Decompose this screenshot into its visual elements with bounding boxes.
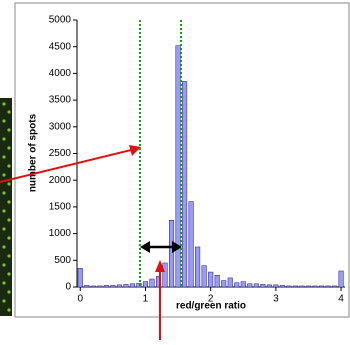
bar [300, 286, 305, 287]
bar [163, 263, 168, 287]
bar [150, 279, 155, 287]
bar [280, 285, 285, 287]
bar [234, 283, 239, 287]
x-tick-label: 3 [273, 294, 279, 305]
bar [319, 286, 324, 287]
bar [221, 281, 226, 287]
y-tick-label: 1500 [49, 202, 72, 213]
microarray-strip [0, 98, 12, 316]
x-tick-label: 4 [338, 294, 344, 305]
bar [84, 285, 89, 287]
bar [326, 286, 331, 287]
y-tick-label: 5000 [49, 15, 72, 26]
bar [98, 286, 103, 287]
bar [176, 46, 181, 287]
bar [293, 286, 298, 287]
y-tick-label: 4000 [49, 68, 72, 79]
bar [267, 285, 272, 287]
bar [306, 286, 311, 287]
bar [208, 272, 213, 287]
bar [195, 247, 200, 287]
y-axis-label: number of spots [28, 113, 39, 192]
bar [248, 284, 253, 287]
y-tick-label: 2000 [49, 175, 72, 186]
bar [111, 285, 116, 287]
bar [78, 268, 83, 287]
bar [117, 285, 122, 287]
x-tick-label: 1 [143, 294, 149, 305]
bar [182, 81, 187, 287]
bar [169, 220, 174, 287]
bar [130, 284, 135, 287]
bar [228, 278, 233, 287]
bar [104, 285, 109, 287]
y-tick-label: 3000 [49, 121, 72, 132]
y-tick-label: 1000 [49, 228, 72, 239]
y-tick-label: 0 [65, 282, 71, 293]
bar [254, 284, 259, 287]
x-axis-label: red/green ratio [176, 301, 246, 312]
bar [313, 286, 318, 287]
bar [202, 266, 207, 287]
bar [241, 282, 246, 287]
y-tick-label: 500 [54, 255, 71, 266]
bar [143, 282, 148, 287]
y-tick-label: 2500 [49, 148, 72, 159]
bar [215, 275, 220, 287]
chart: 0 500 1000 1500 2000 2500 3000 3500 4000 4500 5000… [0, 0, 350, 345]
bar [339, 271, 344, 287]
y-tick-label: 3500 [49, 95, 72, 106]
bar [91, 286, 96, 287]
x-tick-label: 0 [77, 294, 83, 305]
bar [274, 285, 279, 287]
bar [287, 286, 292, 287]
bar [332, 286, 337, 287]
y-tick-label: 4500 [49, 41, 72, 52]
bar [189, 202, 194, 287]
bar [261, 284, 266, 287]
bar [124, 284, 129, 287]
